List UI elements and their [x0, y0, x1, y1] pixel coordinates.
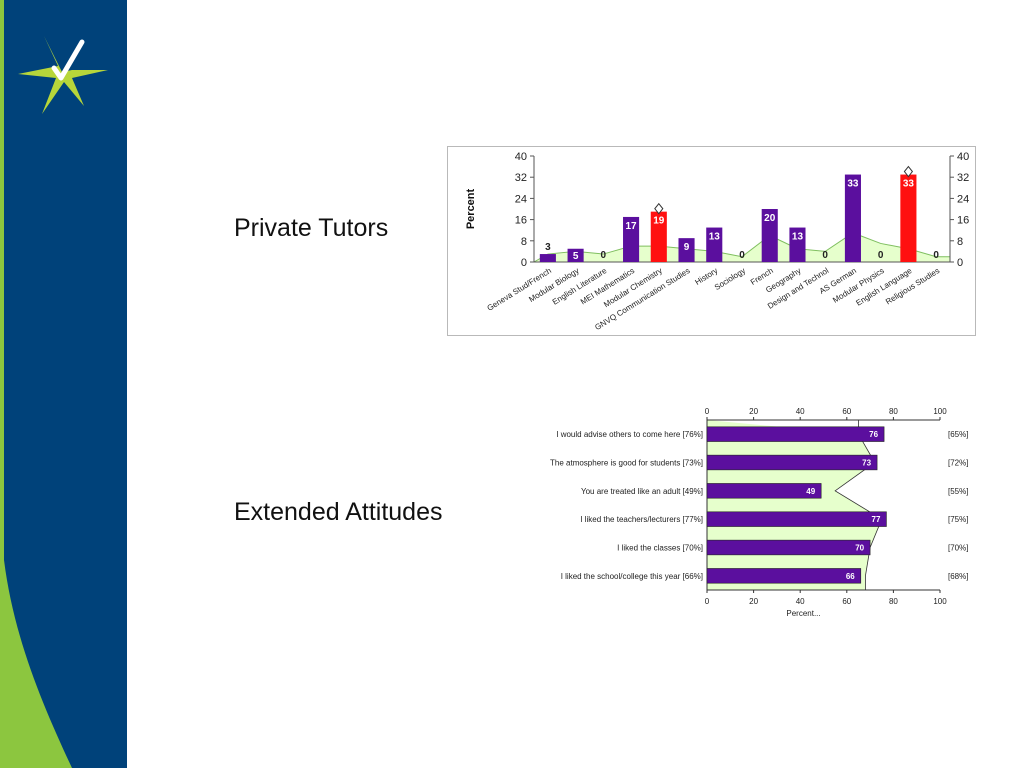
highlight-marker: [654, 202, 664, 215]
x-axis-label: Percent...: [786, 609, 820, 618]
bar-value-label: 3: [545, 242, 551, 253]
highlight-marker: [903, 165, 914, 178]
x-tick-label-bottom: 40: [796, 597, 805, 606]
bar: [789, 227, 806, 262]
category-label: I liked the classes [70%]: [617, 544, 703, 553]
bar-value-label: 49: [806, 487, 815, 496]
bar: [761, 209, 778, 262]
sidebar-green-stripe: [0, 0, 72, 768]
x-tick-label-bottom: 0: [705, 597, 710, 606]
bar: [706, 483, 822, 499]
comparison-area: [707, 420, 882, 590]
bar-value-label: 5: [573, 251, 579, 262]
extended-attitudes-label: Extended Attitudes: [234, 498, 443, 526]
bar-value-label: 0: [822, 250, 828, 261]
comparison-label: [68%]: [948, 572, 968, 581]
bar: [706, 227, 723, 262]
extended-attitudes-chart-svg: 0 0 20 20 40 40 60 60 80 80 100 100 Percent... 76 I wo…: [550, 407, 968, 618]
x-tick-label-top: 100: [933, 407, 947, 416]
x-tick-label-top: 60: [842, 407, 851, 416]
y-tick-label-right: 24: [957, 193, 969, 205]
sidebar-decoration: [0, 0, 127, 768]
comparison-label: [75%]: [948, 515, 968, 524]
bar-value-label: 19: [653, 216, 665, 227]
x-category-label: Sociology: [713, 266, 747, 292]
x-tick-label-bottom: 80: [889, 597, 898, 606]
bar-value-label: 20: [764, 213, 776, 224]
category-label: I liked the teachers/lecturers [77%]: [580, 515, 703, 524]
bar: [678, 238, 695, 262]
y-tick-label-right: 32: [957, 172, 969, 184]
y-tick-label-right: 40: [957, 151, 969, 163]
bar-value-label: 0: [601, 250, 607, 261]
bar-value-label: 17: [626, 221, 638, 232]
x-tick-label-bottom: 20: [749, 597, 758, 606]
comparison-label: [55%]: [948, 487, 968, 496]
bar-value-label: 9: [684, 242, 690, 253]
comparison-label: [65%]: [948, 430, 968, 439]
x-tick-label-top: 20: [749, 407, 758, 416]
bar-value-label: 77: [872, 515, 881, 524]
y-axis-label: Percent: [465, 188, 477, 229]
category-label: You are treated like an adult [49%]: [581, 487, 703, 496]
bar: [706, 539, 871, 556]
bar-value-label: 33: [903, 179, 915, 190]
y-tick-label-left: 8: [521, 236, 527, 248]
extended-attitudes-chart: 0 0 20 20 40 40 60 60 80 80 100 100 Percent... 76 I wo…: [530, 402, 970, 628]
bar-value-label: 73: [862, 459, 871, 468]
bar: [623, 216, 640, 262]
bar: [844, 174, 861, 262]
bar-value-label: 0: [878, 250, 884, 261]
y-tick-label-right: 16: [957, 215, 969, 227]
bar: [706, 568, 862, 584]
y-tick-label-left: 32: [515, 172, 527, 184]
bar: [706, 511, 887, 527]
y-tick-label-right: 0: [957, 257, 963, 269]
bar: [706, 454, 878, 471]
y-tick-label-left: 40: [515, 151, 527, 163]
bar-value-label: 66: [846, 572, 855, 581]
bar-value-label: 13: [709, 232, 721, 243]
y-tick-label-right: 8: [957, 236, 963, 248]
comparison-label: [72%]: [948, 459, 968, 468]
x-tick-label-top: 40: [796, 407, 805, 416]
x-tick-label-bottom: 60: [842, 597, 851, 606]
sidebar-blue-panel: [0, 0, 127, 768]
bar-value-label: 0: [933, 250, 939, 261]
bar: [706, 426, 885, 442]
bar-value-label: 70: [855, 544, 864, 553]
bar: [567, 248, 584, 262]
category-label: The atmosphere is good for students [73%…: [550, 459, 703, 468]
category-label: I liked the school/college this year [66…: [561, 572, 703, 581]
bar-value-label: 33: [847, 179, 859, 190]
star-checkmark-icon: [18, 36, 108, 114]
bar-value-label: 76: [869, 430, 878, 439]
private-tutors-label: Private Tutors: [234, 214, 389, 242]
bar: [900, 174, 917, 262]
sidebar-graphic: [0, 0, 127, 768]
bar: [539, 254, 556, 262]
bar: [650, 211, 667, 262]
logo: [14, 32, 110, 120]
category-label: I would advise others to come here [76%]: [556, 430, 703, 439]
y-tick-label-left: 24: [515, 193, 527, 205]
bar-value-label: 13: [792, 232, 804, 243]
x-tick-label-bottom: 100: [933, 597, 947, 606]
private-tutors-chart: 0 0 8 8 16 16 24 24 32 32 40 40 Percent 3 Geneva Stud/…: [447, 146, 976, 336]
y-tick-label-left: 0: [521, 257, 527, 269]
bar-value-label: 0: [739, 250, 745, 261]
x-tick-label-top: 0: [705, 407, 710, 416]
y-tick-label-left: 16: [515, 215, 527, 227]
logo-check-mark: [51, 39, 85, 81]
x-tick-label-top: 80: [889, 407, 898, 416]
comparison-label: [70%]: [948, 544, 968, 553]
